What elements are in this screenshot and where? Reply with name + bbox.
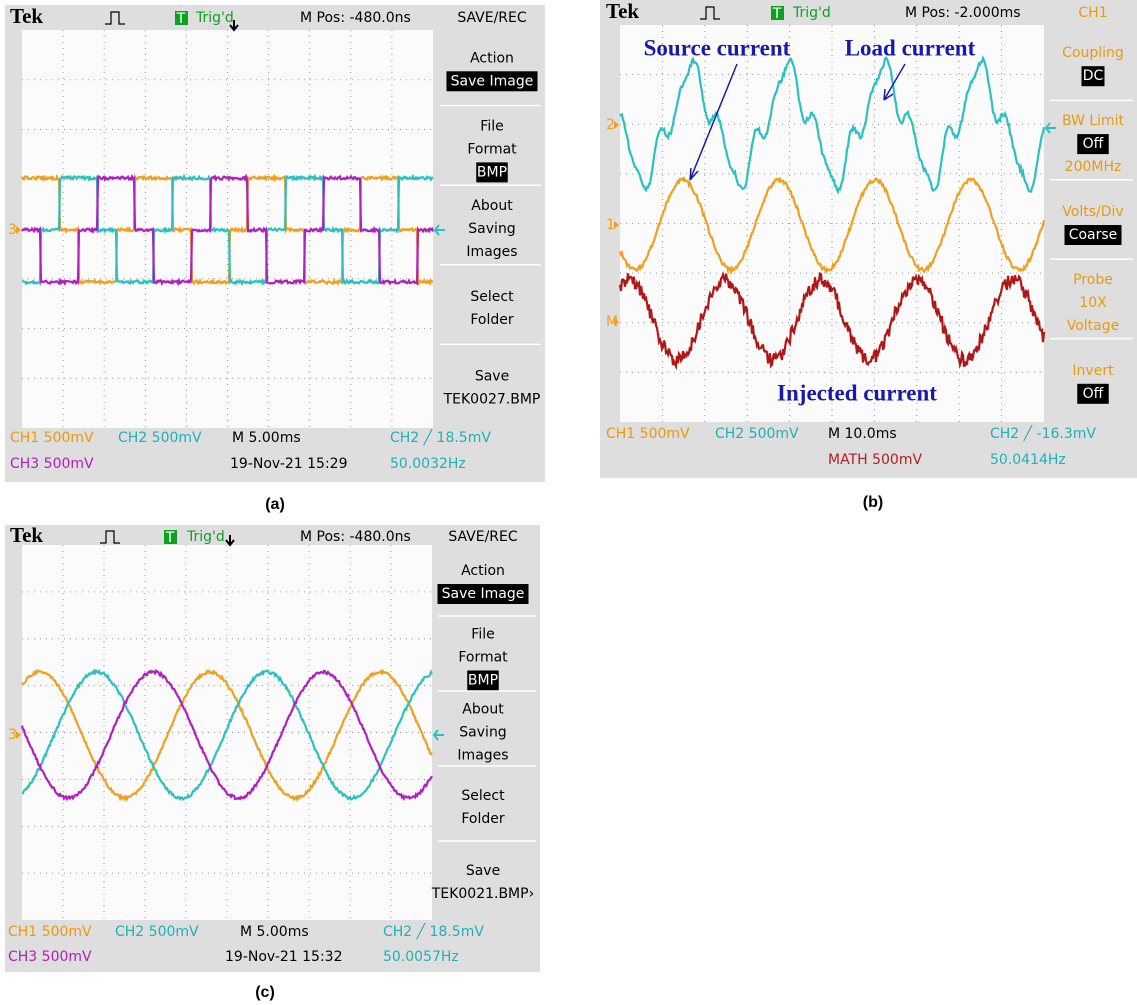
menu-item: Voltage (1067, 318, 1120, 334)
menu-item: Action (470, 50, 514, 66)
caption: (b) (863, 494, 883, 511)
caption: (c) (255, 984, 275, 1001)
menu-item: Save Image (442, 586, 525, 602)
menu-item: Coarse (1069, 227, 1118, 243)
menu-title: SAVE/REC (457, 10, 527, 26)
menu-item: Saving (459, 725, 506, 741)
menu-item: Format (458, 650, 508, 666)
menu-item: Folder (461, 811, 505, 827)
menu-item: Invert (1072, 363, 1114, 379)
status-text: CH2 500mV (118, 430, 202, 446)
caption: (a) (265, 496, 285, 513)
menu-item: DC (1083, 68, 1104, 84)
menu-item: File (480, 118, 503, 134)
trig-status: Trig'd (186, 529, 225, 545)
status-text: CH1 500mV (10, 430, 94, 446)
menu-item: Images (466, 244, 517, 260)
menu-item: TEK0027.BMP (443, 392, 541, 408)
status-text: 50.0057Hz (383, 949, 459, 965)
figure: Tek T Trig'd M Pos: -480.0ns SAVE/REC Action S… (0, 0, 1137, 1005)
status-text: 50.0414Hz (990, 452, 1066, 468)
menu-item: Save (475, 369, 509, 385)
menu-item: Images (457, 748, 508, 764)
status-text: M 10.0ms (828, 426, 897, 442)
status-text: 19-Nov-21 15:32 (225, 949, 342, 965)
status-text: CH1 500mV (8, 924, 92, 940)
menu-item: File (471, 627, 494, 643)
channel-marker: 3 (8, 222, 17, 238)
menu-item: About (462, 702, 504, 718)
trig-status: Trig'd (195, 10, 234, 26)
menu-item: Select (470, 289, 514, 305)
menu-item: Off (1083, 136, 1104, 152)
menu-item: Save Image (451, 73, 534, 89)
scope-screen: Tek T Trig'd M Pos: -480.0ns SAVE/REC Action S… (5, 523, 540, 972)
menu-item: 200MHz (1065, 159, 1122, 175)
menu-item: Volts/Div (1062, 204, 1123, 220)
trig-icon: T (165, 530, 175, 546)
brand: Tek (606, 0, 639, 23)
menu-item: BMP (477, 164, 507, 180)
scope-screen: Tek T Trig'd M Pos: -2.000ms CH1 Coupling DC BW… (600, 0, 1137, 478)
menu-item: Coupling (1062, 45, 1124, 61)
menu-item: Probe (1073, 272, 1113, 288)
channel-marker: 3 (8, 727, 17, 743)
menu-item: Action (461, 563, 505, 579)
channel-marker: 2 (606, 117, 615, 133)
menu-title: CH1 (1078, 5, 1107, 21)
menu-item: Folder (470, 312, 514, 328)
menu-item: Off (1083, 386, 1104, 402)
annotation: Source current (644, 35, 791, 60)
m-pos: M Pos: -480.0ns (300, 10, 411, 26)
status-text: CH1 500mV (606, 426, 690, 442)
menu-item: TEK0021.BMP› (431, 886, 534, 902)
trig-icon: T (772, 6, 782, 22)
m-pos: M Pos: -480.0ns (300, 529, 411, 545)
menu-item: Save (466, 863, 500, 879)
annotation: Injected current (777, 380, 937, 405)
annotation: Load current (845, 35, 976, 60)
menu-title: SAVE/REC (448, 529, 518, 545)
scope-screen: Tek T Trig'd M Pos: -480.0ns SAVE/REC Action S… (5, 4, 545, 482)
menu-item: Select (461, 788, 505, 804)
status-text: M 5.00ms (232, 430, 301, 446)
status-text: CH3 500mV (8, 949, 92, 965)
status-text: CH3 500mV (10, 456, 94, 472)
menu-item: About (471, 198, 513, 214)
menu-item: BW Limit (1062, 113, 1125, 129)
status-text: 50.0032Hz (390, 456, 466, 472)
m-pos: M Pos: -2.000ms (905, 5, 1021, 21)
status-text: CH2 500mV (715, 426, 799, 442)
status-text: M 5.00ms (240, 924, 309, 940)
status-text: MATH 500mV (828, 452, 922, 468)
trig-icon: T (176, 11, 186, 27)
status-text: 19-Nov-21 15:29 (230, 456, 347, 472)
menu-item: BMP (468, 673, 498, 689)
status-text: CH2 500mV (115, 924, 199, 940)
trig-status: Trig'd (792, 5, 831, 21)
status-text: CH2 ╱ 18.5mV (383, 923, 484, 940)
status-text: CH2 ╱ 18.5mV (390, 429, 491, 446)
status-text: CH2 ╱ -16.3mV (990, 425, 1096, 442)
menu-item: Format (467, 141, 517, 157)
menu-item: Saving (468, 221, 515, 237)
channel-marker: 1 (606, 217, 615, 233)
brand: Tek (10, 523, 43, 547)
brand: Tek (10, 4, 43, 28)
menu-item: 10X (1079, 295, 1107, 311)
